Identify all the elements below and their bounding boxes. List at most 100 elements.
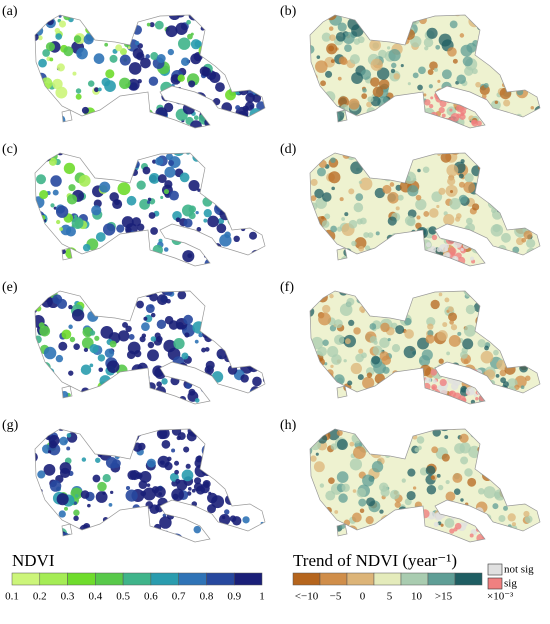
map-pixel	[174, 469, 179, 475]
map-pixel	[158, 492, 163, 496]
map-pixel	[346, 525, 358, 537]
map-pixel	[116, 420, 125, 429]
map-pixel	[386, 46, 391, 50]
map-pixel	[192, 321, 205, 334]
map-pixel	[98, 367, 104, 373]
map-pixel	[437, 256, 444, 263]
map-pixel	[323, 538, 327, 542]
map-pixel	[534, 423, 539, 428]
map-pixel	[507, 353, 514, 361]
map-pixel	[334, 334, 345, 345]
map-pixel	[431, 446, 439, 454]
map-pixel	[314, 524, 319, 530]
map-pixel	[242, 105, 249, 112]
map-pixel	[348, 98, 360, 110]
map-pixel	[303, 71, 306, 74]
map-pixel	[397, 370, 409, 383]
map-pixel	[429, 208, 439, 218]
sig-pixel	[439, 378, 447, 387]
map-pixel	[483, 486, 496, 499]
map-pixel	[36, 540, 43, 542]
map-pixel	[141, 380, 149, 387]
legend-swatch	[487, 563, 503, 576]
map-pixel	[346, 297, 355, 306]
map-pixel	[526, 157, 534, 164]
map-pixel	[497, 21, 506, 30]
map-pixel	[232, 493, 239, 499]
map-pixel	[310, 399, 313, 404]
map-pixel	[314, 513, 323, 522]
map-pixel	[325, 15, 337, 21]
map-pixel	[154, 255, 165, 266]
map-pixel	[523, 510, 530, 518]
map-pixel	[29, 518, 32, 521]
sig-pixel	[448, 535, 455, 542]
map-pixel	[233, 311, 247, 325]
legend-tick: <−10	[295, 591, 319, 603]
map-pixel	[387, 216, 397, 226]
map-pixel	[515, 470, 524, 480]
map-pixel	[391, 62, 397, 69]
map-pixel	[363, 433, 370, 439]
map-pixel	[262, 447, 265, 459]
map-pixel	[523, 330, 531, 339]
map-pixel	[361, 153, 366, 158]
map-pixel	[55, 86, 68, 99]
map-pixel	[159, 516, 172, 529]
map-pixel	[349, 254, 355, 261]
map-pixel	[43, 463, 56, 476]
map-pixel	[143, 316, 148, 321]
legend-tick: 0	[360, 591, 366, 603]
map-pixel	[445, 233, 452, 240]
map-pixel	[490, 182, 501, 193]
map-pixel	[306, 228, 309, 231]
map-pixel	[542, 461, 545, 464]
map-pixel	[259, 479, 264, 485]
map-pixel	[496, 433, 509, 446]
map-pixel	[263, 236, 265, 246]
map-pixel	[41, 15, 46, 18]
sig-pixel	[449, 390, 454, 395]
map-pixel	[219, 309, 226, 316]
map-pixel	[35, 483, 39, 492]
map-pixel	[134, 40, 140, 46]
map-pixel	[515, 291, 522, 296]
map-pixel	[45, 233, 54, 242]
map-pixel	[117, 429, 123, 432]
map-pixel	[74, 147, 78, 151]
map-pixel	[363, 232, 370, 238]
map-pixel	[188, 487, 192, 491]
map-pixel	[433, 261, 440, 266]
map-pixel	[136, 372, 150, 385]
map-pixel	[27, 22, 34, 29]
sig-pixel	[452, 510, 457, 515]
map-pixel	[27, 246, 34, 253]
map-pixel	[128, 334, 135, 340]
map-pixel	[459, 433, 469, 443]
map-pixel	[495, 373, 500, 378]
map-pixel	[467, 234, 476, 242]
map-pixel	[426, 316, 436, 327]
map-pixel	[125, 489, 138, 502]
map-pixel	[238, 336, 245, 344]
map-pixel	[38, 58, 47, 68]
map-pixel	[415, 15, 425, 19]
map-pixel	[148, 392, 160, 403]
map-pixel	[264, 358, 265, 367]
map-pixel	[129, 509, 137, 517]
map-pixel	[112, 158, 120, 166]
map-pixel	[493, 392, 500, 399]
map-pixel	[376, 257, 383, 265]
map-pixel	[240, 374, 249, 383]
map-pixel	[537, 108, 540, 114]
map-pixel	[341, 483, 350, 492]
map-pixel	[439, 123, 448, 128]
map-pixel	[318, 159, 327, 168]
map-pixel	[221, 433, 228, 440]
map-pixel	[193, 511, 200, 518]
map-pixel	[343, 15, 351, 17]
map-pixel	[161, 395, 173, 404]
map-pixel	[325, 490, 336, 501]
map-pixel	[257, 467, 262, 472]
map-pixel	[492, 503, 499, 510]
